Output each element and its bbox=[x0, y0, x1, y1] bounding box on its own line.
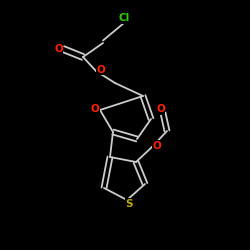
Text: O: O bbox=[152, 141, 162, 151]
Text: O: O bbox=[156, 104, 165, 114]
Text: O: O bbox=[54, 44, 63, 54]
Text: O: O bbox=[90, 104, 100, 114]
Text: S: S bbox=[126, 199, 133, 209]
Text: Cl: Cl bbox=[118, 13, 130, 23]
Text: O: O bbox=[96, 65, 105, 75]
